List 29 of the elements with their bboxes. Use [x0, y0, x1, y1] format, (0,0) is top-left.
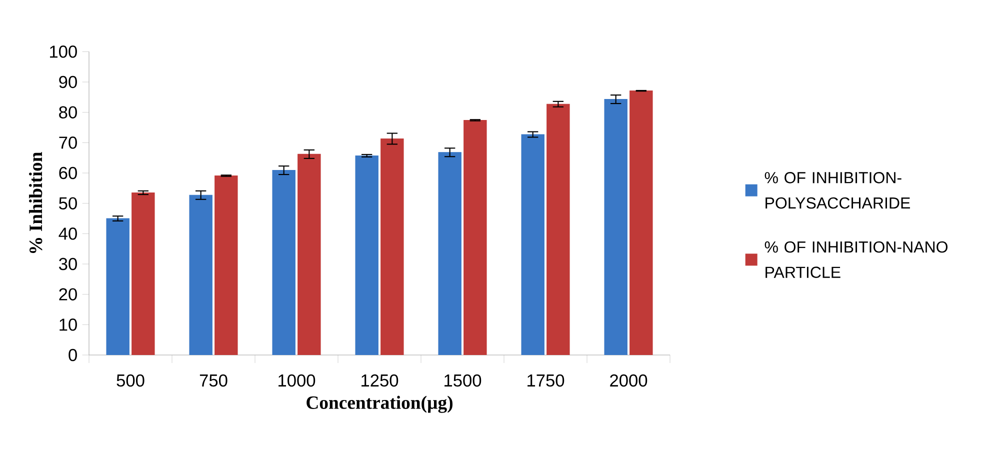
x-tick-label: 1750 — [528, 374, 564, 387]
y-tick-label: 0 — [68, 348, 77, 362]
bar — [546, 104, 570, 355]
x-axis-title: Concentration(µg) — [306, 396, 452, 413]
x-tick-label: 500 — [116, 374, 144, 387]
bar — [214, 175, 238, 355]
x-tick-label: 1000 — [278, 374, 316, 387]
legend-label: % OF INHIBITION-POLYSACCHARIDE — [764, 172, 910, 209]
x-tick-label: 2000 — [610, 374, 648, 387]
y-tick-label: 80 — [59, 106, 77, 118]
y-tick-label: 50 — [59, 197, 77, 210]
y-axis-title: % Inhibition — [29, 152, 42, 254]
bar — [464, 120, 487, 355]
y-tick-label: 60 — [59, 166, 77, 180]
y-tick-label: 70 — [59, 136, 77, 149]
x-tick-label: 750 — [200, 374, 228, 387]
y-tick-label: 20 — [59, 288, 77, 300]
y-tick-label: 100 — [50, 46, 77, 58]
bar — [132, 192, 155, 355]
y-tick-label: 10 — [60, 318, 77, 331]
bar — [380, 138, 404, 355]
y-tick-label: 30 — [59, 258, 77, 270]
y-tick-label: 90 — [59, 76, 77, 88]
legend-label: % OF INHIBITION-NANO PARTICLE — [764, 241, 948, 278]
x-tick-label: 1500 — [444, 374, 482, 387]
bar — [298, 154, 321, 355]
x-tick-label: 1250 — [362, 374, 398, 387]
y-tick-label: 40 — [58, 228, 77, 240]
bar — [630, 90, 653, 355]
